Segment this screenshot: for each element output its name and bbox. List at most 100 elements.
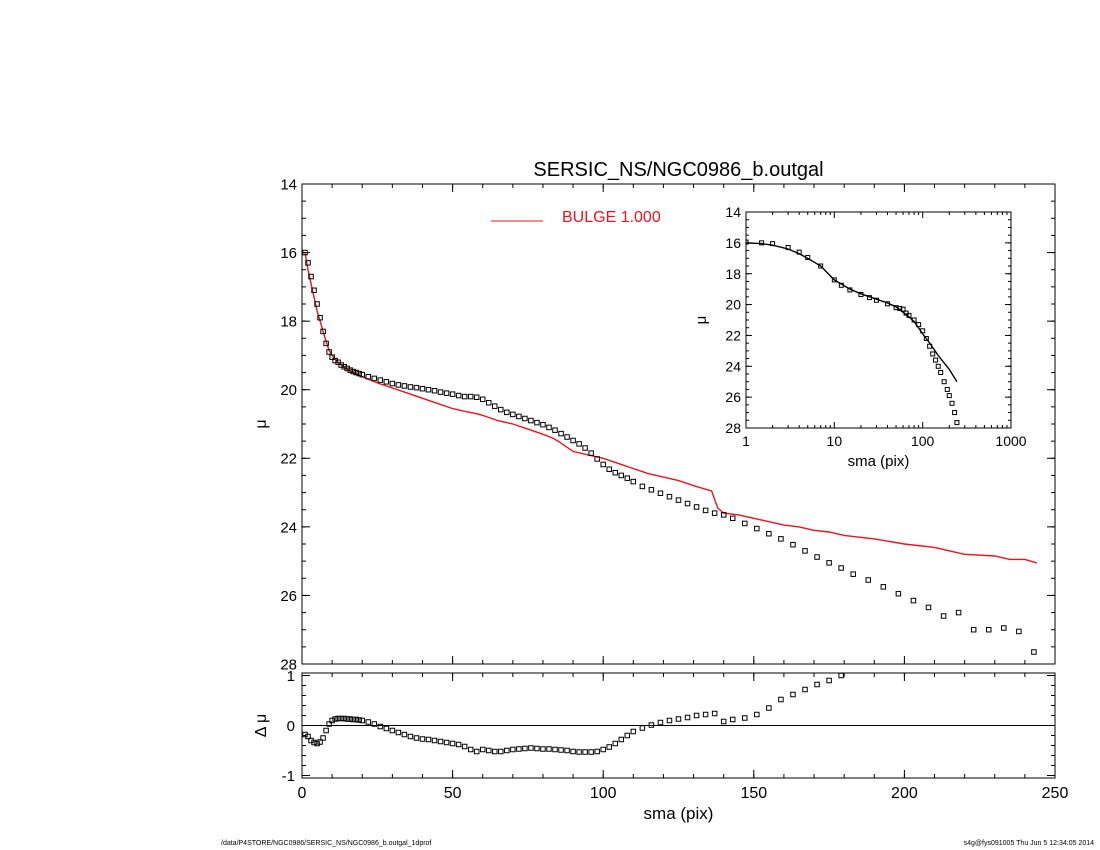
- y-tick-label: 14: [280, 176, 297, 193]
- data-point: [449, 391, 456, 397]
- data-point: [941, 379, 947, 385]
- data-point: [906, 312, 912, 318]
- y-tick-label: 26: [725, 389, 741, 405]
- x-axis-label: sma (pix): [848, 453, 910, 470]
- y-tick-label: 20: [280, 382, 297, 399]
- data-point: [516, 413, 522, 420]
- data-point: [759, 240, 765, 246]
- data-point: [693, 504, 700, 510]
- y-tick-label: -1: [282, 768, 295, 785]
- data-point: [826, 560, 832, 566]
- data-point: [347, 716, 353, 722]
- data-point: [528, 745, 534, 751]
- data-point: [895, 590, 902, 597]
- data-point: [389, 727, 396, 734]
- data-point: [790, 541, 796, 548]
- data-point: [564, 434, 570, 440]
- x-tick-label: 200: [891, 785, 918, 802]
- data-point: [437, 389, 444, 395]
- data-point: [657, 719, 664, 726]
- data-point: [467, 746, 474, 753]
- data-point: [365, 719, 372, 725]
- data-point: [443, 739, 450, 746]
- data-point: [302, 249, 308, 256]
- data-point: [359, 717, 365, 724]
- data-point: [742, 520, 748, 527]
- data-point: [461, 393, 468, 400]
- data-point: [401, 383, 408, 389]
- x-tick-label: 100: [911, 433, 935, 449]
- data-point: [326, 721, 332, 727]
- data-point: [850, 571, 856, 577]
- data-point: [927, 343, 933, 349]
- data-point: [630, 728, 637, 735]
- data-point: [684, 500, 691, 507]
- data-point: [431, 737, 438, 744]
- y-tick-label: 22: [725, 327, 741, 343]
- data-point: [720, 718, 727, 725]
- data-point: [371, 375, 378, 382]
- data-point: [305, 260, 311, 266]
- data-point: [675, 497, 682, 503]
- data-point: [350, 716, 356, 723]
- data-point: [395, 382, 402, 388]
- data-point: [377, 377, 384, 383]
- data-point: [711, 510, 718, 516]
- data-point: [1016, 628, 1022, 635]
- data-point: [320, 735, 326, 741]
- x-tick-label: 150: [740, 785, 767, 802]
- data-point: [314, 740, 320, 747]
- data-point: [492, 748, 498, 755]
- data-point: [305, 733, 311, 740]
- y-axis-label: Δ μ: [253, 714, 270, 737]
- data-point: [600, 746, 606, 753]
- x-axis-label: sma (pix): [644, 804, 714, 823]
- y-tick-label: 14: [725, 204, 741, 220]
- data-point: [311, 287, 317, 294]
- data-point: [766, 530, 772, 537]
- data-point: [492, 403, 498, 409]
- y-tick-label: 28: [725, 420, 741, 436]
- data-point: [949, 400, 955, 406]
- data-point: [766, 705, 772, 711]
- data-point: [332, 357, 338, 364]
- data-point: [933, 357, 939, 363]
- data-point: [522, 745, 528, 752]
- data-point: [552, 427, 558, 433]
- data-point: [338, 362, 344, 368]
- data-point: [675, 716, 682, 722]
- data-point: [455, 392, 462, 399]
- data-point: [618, 736, 625, 743]
- data-point: [831, 277, 837, 283]
- data-point: [946, 393, 952, 399]
- data-point: [308, 273, 314, 280]
- data-point: [419, 385, 426, 392]
- data-point: [419, 736, 426, 742]
- data-point: [630, 478, 637, 485]
- data-point: [449, 740, 456, 747]
- data-point: [955, 609, 962, 616]
- data-point: [930, 351, 936, 357]
- data-point: [347, 367, 353, 373]
- y-tick-label: 1: [287, 668, 295, 685]
- data-point: [317, 314, 323, 321]
- data-point: [1001, 625, 1007, 631]
- y-tick-label: 0: [287, 718, 295, 735]
- data-point: [407, 733, 414, 740]
- data-point: [365, 373, 372, 380]
- data-point: [925, 604, 932, 611]
- data-point: [407, 384, 414, 390]
- data-point: [805, 255, 811, 261]
- data-point: [371, 721, 378, 727]
- data-point: [353, 369, 359, 376]
- data-point: [377, 723, 384, 730]
- data-point: [552, 746, 558, 753]
- main-profile-panel: 14 16 18 20 22 24 26 28 μ SERSIC_NS/NGC0986_b.out…: [253, 159, 1056, 673]
- data-point: [693, 712, 700, 719]
- data-point: [582, 445, 588, 451]
- data-point: [702, 507, 709, 514]
- data-point: [720, 512, 727, 518]
- data-point: [558, 747, 564, 753]
- x-tick-label: 10: [827, 433, 843, 449]
